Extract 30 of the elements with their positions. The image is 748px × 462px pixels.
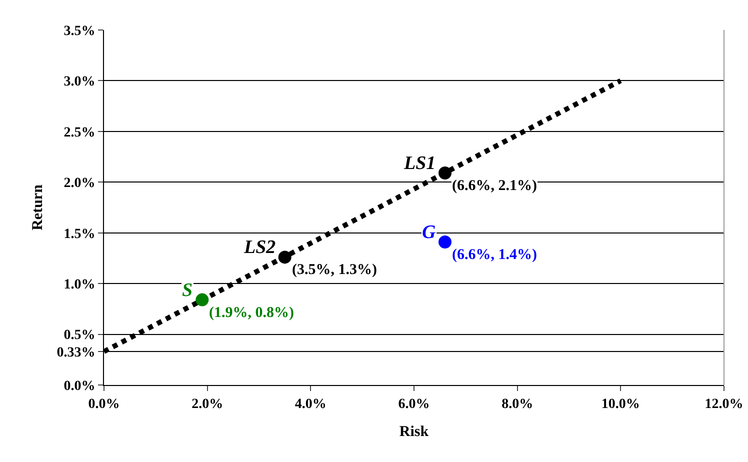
y-tick-label: 2.5% (64, 125, 96, 140)
data-label: (1.9%, 0.8%) (209, 305, 294, 321)
y-tick-label: 0.5% (64, 328, 96, 344)
series-label: LS2 (243, 237, 276, 258)
x-tick-label: 4.0% (294, 396, 326, 412)
y-tick-label: 0.0% (64, 378, 96, 394)
x-tick-label: 6.0% (398, 396, 430, 412)
x-tick-label: 10.0% (601, 396, 640, 412)
data-label: (6.6%, 2.1%) (452, 178, 537, 194)
data-label: (3.5%, 1.3%) (292, 262, 377, 278)
y-tick-label: 3.0% (64, 74, 96, 90)
series-label: LS1 (403, 153, 436, 174)
y-tick-label: 1.0% (64, 277, 96, 292)
series-label: S (182, 280, 193, 301)
y-tick-label: 3.5% (64, 24, 96, 39)
series-label: G (422, 222, 436, 243)
point (278, 250, 292, 264)
x-tick-label: 8.0% (502, 396, 534, 412)
x-tick-label: 0.0% (88, 396, 120, 412)
y-tick-label: 2.0% (64, 176, 96, 192)
point (196, 293, 209, 306)
x-tick-label: 2.0% (192, 396, 224, 412)
y-axis-title: Return (30, 184, 46, 230)
point (438, 166, 452, 180)
data-label: (6.6%, 1.4%) (452, 247, 537, 263)
x-axis-title: Risk (399, 424, 430, 440)
point (438, 235, 452, 248)
y-tick-label: 1.5% (64, 226, 96, 242)
x-tick-label: 12.0% (704, 396, 744, 412)
y-tick-label: 0.33% (56, 345, 96, 360)
